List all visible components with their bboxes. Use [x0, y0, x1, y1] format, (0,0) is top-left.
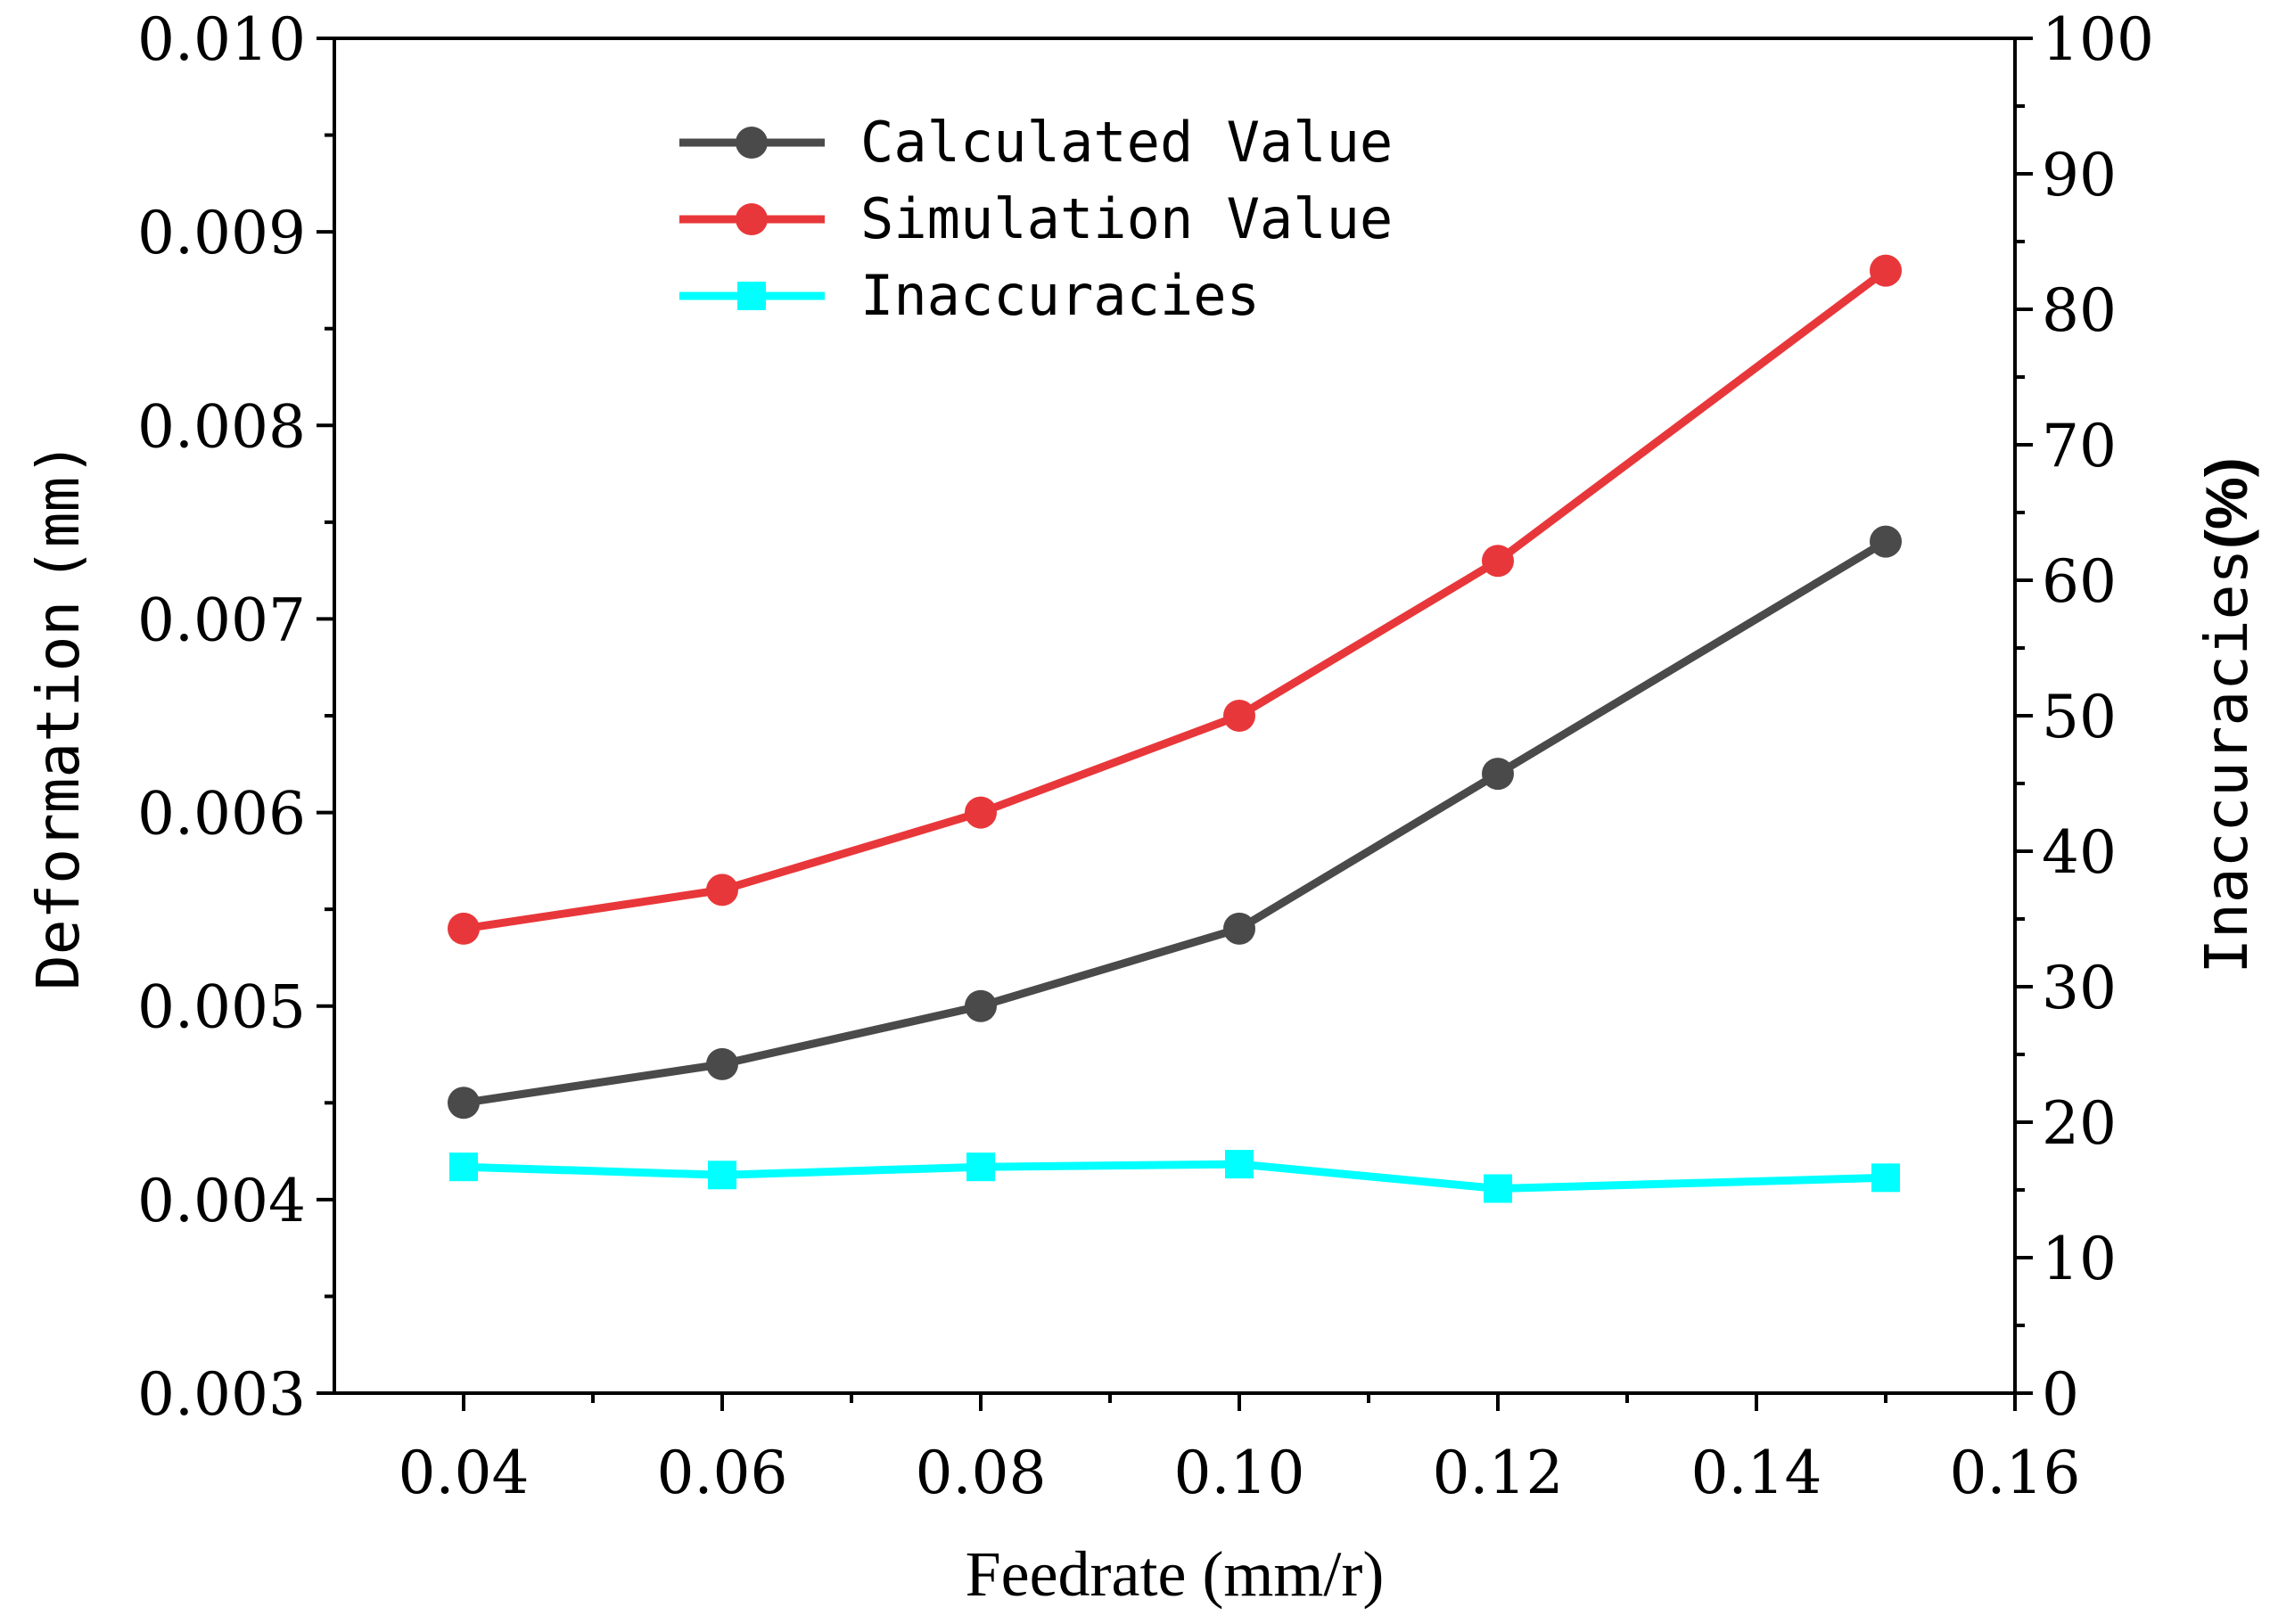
data-point: [1223, 700, 1255, 732]
y2-tick-label: 90: [2042, 141, 2117, 209]
y-tick-label: 0.004: [137, 1167, 306, 1235]
y2-tick-label: 60: [2042, 547, 2117, 616]
y-axis-title-main: Deformation: [24, 601, 93, 990]
y2-axis-title-unit: (%): [2193, 457, 2259, 549]
y-tick-label: 0.007: [137, 586, 306, 654]
y-tick-label: 0.003: [137, 1360, 306, 1429]
legend-label: Simulation Value: [860, 186, 1393, 251]
legend: Calculated Value Simulation Value Inaccura…: [679, 110, 1393, 328]
y2-axis-title: Inaccuracies(%): [2192, 457, 2261, 973]
x-tick-label: 0.04: [399, 1439, 530, 1507]
data-point: [1482, 545, 1514, 578]
y-tick-label: 0.010: [137, 5, 306, 74]
legend-marker: [736, 203, 768, 235]
x-tick-label: 0.10: [1174, 1439, 1305, 1507]
data-point: [1870, 525, 1902, 558]
series-inaccuracies: [449, 1150, 1900, 1203]
y-axis-title-unit: (mm): [24, 441, 93, 583]
legend-marker: [737, 282, 766, 310]
y2-tick-label: 0: [2042, 1360, 2079, 1429]
legend-item: Simulation Value: [679, 186, 1393, 251]
x-tick-label: 0.14: [1691, 1439, 1822, 1507]
x-tick-label: 0.16: [1950, 1439, 2081, 1507]
data-point: [448, 912, 480, 945]
data-point: [965, 796, 997, 829]
legend-label: Calculated Value: [860, 110, 1393, 175]
legend-item: Calculated Value: [679, 110, 1393, 175]
data-point: [448, 1087, 480, 1120]
series-line: [463, 1160, 1887, 1193]
y-tick-label: 0.005: [137, 973, 306, 1042]
data-point: [1484, 1174, 1512, 1203]
y-tick-label: 0.009: [137, 199, 306, 267]
data-point: [1225, 1150, 1254, 1179]
axis-titles: Feedrate (mm/r) Deformation (mm) Inaccuraci…: [24, 441, 2261, 1610]
y2-tick-label: 30: [2042, 954, 2117, 1022]
y2-tick-label: 70: [2042, 412, 2117, 480]
data-point: [706, 874, 738, 906]
legend-item: Inaccuracies: [679, 263, 1260, 328]
y2-tick-label: 40: [2042, 818, 2117, 887]
series-layer: [448, 254, 1902, 1203]
data-point: [449, 1152, 478, 1182]
series-line: [463, 537, 1888, 1107]
data-point: [966, 1152, 995, 1182]
data-point: [1223, 912, 1255, 945]
y-tick-label: 0.006: [137, 780, 306, 849]
data-point: [706, 1047, 738, 1080]
series-simulation-value: [448, 254, 1902, 945]
y2-tick-label: 20: [2042, 1089, 2117, 1158]
x-tick-label: 0.12: [1433, 1439, 1564, 1507]
legend-marker: [736, 127, 768, 159]
y-tick-label: 0.008: [137, 392, 306, 461]
data-point: [1870, 254, 1902, 287]
data-point: [708, 1161, 736, 1190]
data-point: [965, 989, 997, 1022]
y2-tick-label: 50: [2042, 683, 2117, 751]
data-point: [1871, 1163, 1900, 1193]
x-tick-label: 0.08: [916, 1439, 1047, 1507]
x-tick-label: 0.06: [657, 1439, 788, 1507]
y-axis-title: Deformation (mm): [24, 441, 93, 990]
axes: 0.04 0.06 0.08 0.10 0.12 0.14 0.16 0.003 0.004 0.…: [137, 5, 2154, 1507]
series-calculated-value: [448, 525, 1902, 1120]
x-axis-title: Feedrate (mm/r): [966, 1538, 1385, 1610]
legend-label: Inaccuracies: [860, 263, 1260, 328]
series-line: [463, 267, 1888, 933]
y2-tick-label: 80: [2042, 276, 2117, 345]
data-point: [1482, 758, 1514, 791]
y2-axis-title-main: Inaccuracies: [2192, 549, 2261, 974]
y2-tick-label: 100: [2042, 5, 2154, 74]
y2-tick-label: 10: [2042, 1225, 2117, 1293]
